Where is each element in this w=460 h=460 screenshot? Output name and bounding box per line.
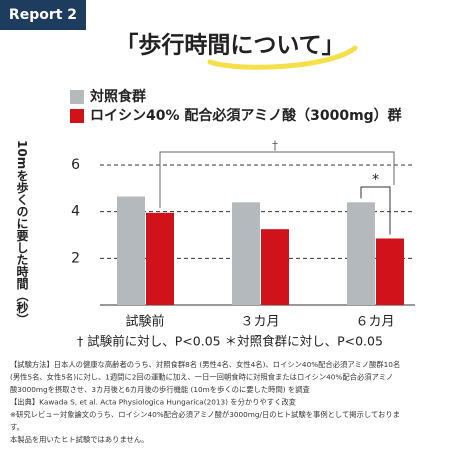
legend-swatch	[70, 109, 84, 123]
note-line: (男性5名、女性5名)に対し、1週間に2回の運動に加え、一日一回朝食時に対照食ま…	[10, 373, 393, 382]
legend-label: 対照食群	[89, 88, 146, 105]
bracket	[360, 186, 391, 235]
y-tick-label: 6	[71, 157, 80, 173]
bracket	[159, 151, 395, 208]
title-highlight	[207, 45, 358, 70]
x-tick-label: ３カ月	[240, 315, 279, 330]
bar	[232, 202, 260, 305]
note-line: す。	[10, 423, 24, 432]
legend-swatch	[70, 90, 84, 104]
y-tick-label: 2	[71, 250, 80, 266]
x-tick-label: 試験前	[125, 314, 164, 330]
bar	[376, 238, 404, 305]
note-line: 【出典】Kawada S, et al. Acta Physiologica H…	[10, 398, 296, 407]
badge	[0, 0, 86, 30]
note-line: 本製品を用いたヒト試験ではありません。	[10, 435, 148, 444]
bar	[146, 212, 174, 305]
badge-text: Report 2	[9, 7, 77, 23]
annotation: †	[272, 139, 278, 153]
x-tick-label: ６カ月	[355, 315, 394, 330]
chart-title: 「歩行時間について」	[115, 32, 344, 59]
bar	[347, 202, 375, 305]
bar	[117, 196, 145, 305]
y-tick-label: 4	[71, 204, 80, 220]
bar	[261, 229, 289, 305]
footnote: † 試験前に対し、P<0.05 ＊対照食群に対し、P<0.05	[77, 334, 383, 349]
y-axis-label: 10mを歩くのに要した時間（秒）	[15, 140, 29, 325]
legend-label: ロイシン40% 配合必須アミノ酸（3000mg）群	[90, 107, 402, 124]
note-line: 酸3000mgを摂取させ、3カ月後と6カ月後の歩行機能 (10mを歩くのに要した…	[10, 385, 311, 394]
annotation: *	[372, 172, 379, 188]
note-line: ※研究レビュー対象論文のうち、ロイシン40%配合必須アミノ酸が3000mg/日の…	[10, 410, 400, 419]
note-line: 【試験方法】日本人の健康な高齢者のうち、対照食群8名 (男性4名、女性4名)、ロ…	[10, 360, 400, 369]
